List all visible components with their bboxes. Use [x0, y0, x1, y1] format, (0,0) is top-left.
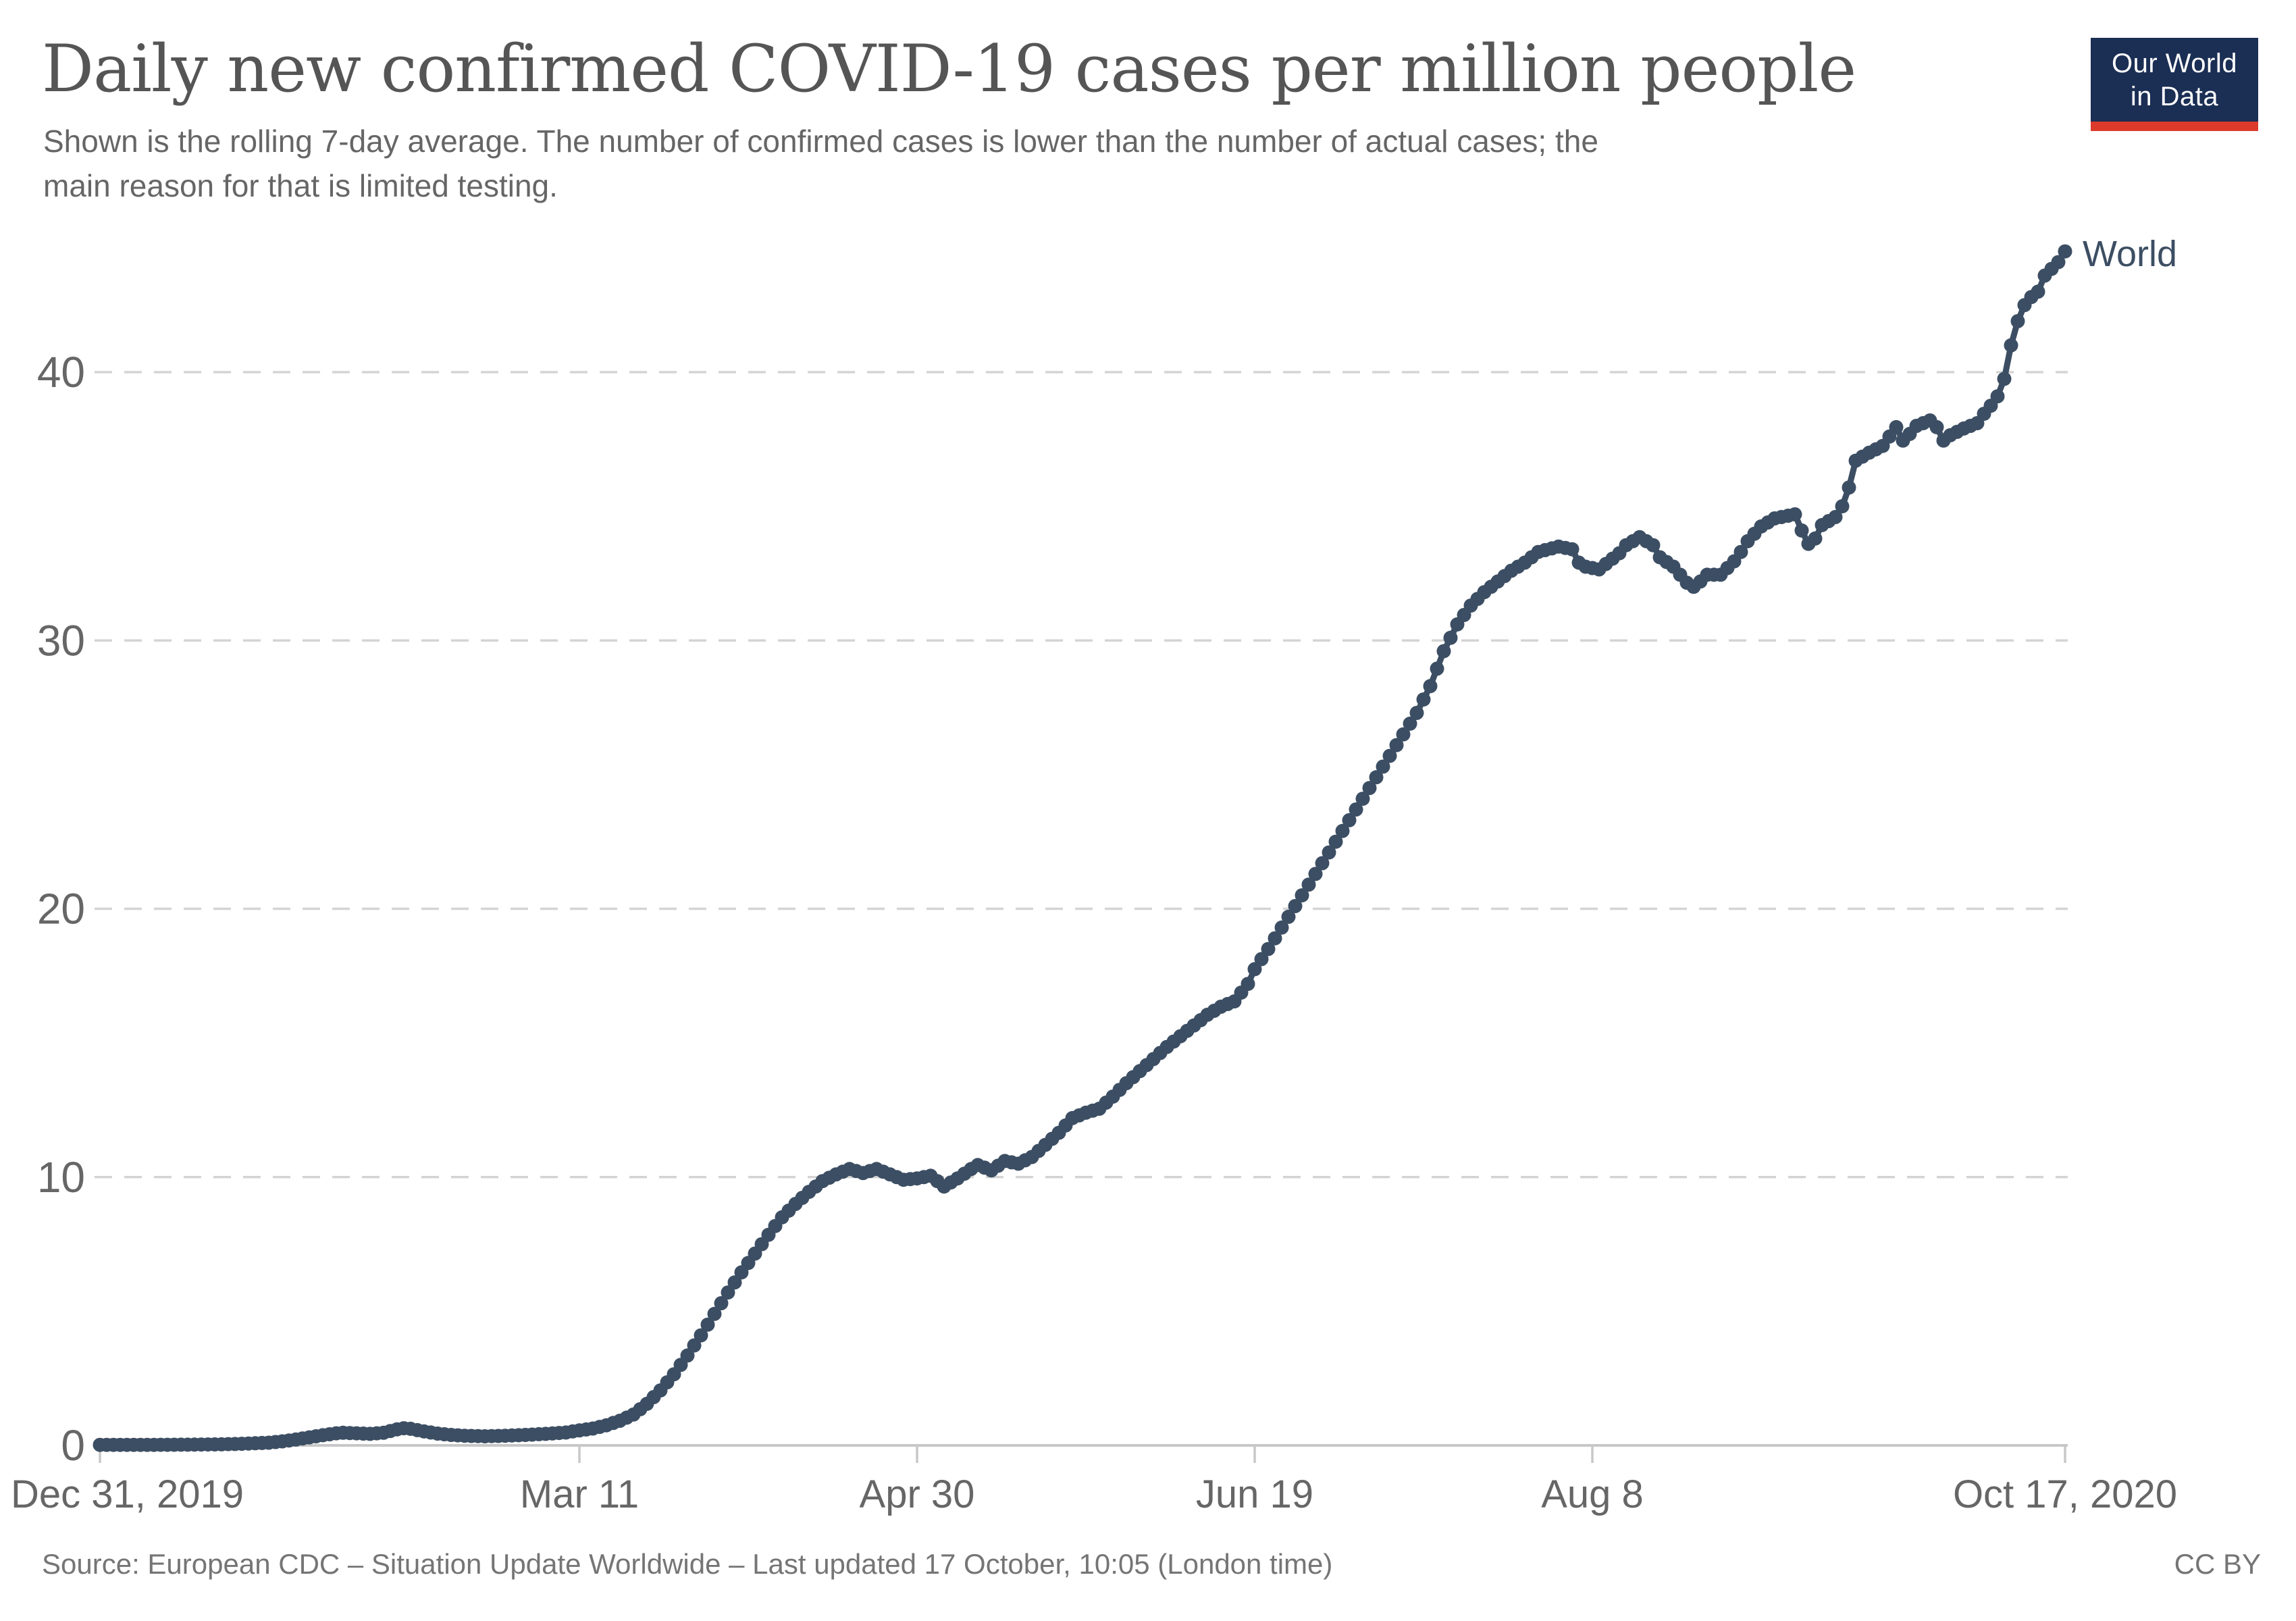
x-tick-label: Aug 8 [1541, 1472, 1644, 1516]
chart-plot-area[interactable]: 0 10 20 30 40 Dec 31, 2019 Mar 11 Apr 30 Jun 19 A… [0, 0, 2296, 1540]
data-point [1389, 738, 1404, 752]
data-point [1436, 644, 1451, 659]
data-point [1416, 692, 1431, 707]
data-point [2010, 314, 2025, 328]
data-point [1281, 909, 1296, 924]
x-axis [95, 1444, 2068, 1463]
data-point [1646, 538, 1661, 552]
data-point [1315, 856, 1330, 871]
data-point [1335, 823, 1350, 838]
data-point [1295, 888, 1309, 903]
data-point [1997, 371, 2012, 386]
data-point [1423, 679, 1438, 694]
data-point [1268, 931, 1282, 946]
data-point [1241, 977, 1255, 992]
data-point [1301, 877, 1316, 892]
data-point [1369, 770, 1384, 785]
owid-logo-line-2: in Data [2130, 82, 2219, 111]
data-point [1382, 748, 1397, 763]
data-point [2004, 338, 2018, 353]
data-point [1308, 867, 1323, 881]
chart-subtitle: Shown is the rolling 7-day average. The … [43, 119, 1598, 208]
data-point [1842, 480, 1856, 495]
data-point [1376, 759, 1390, 774]
data-point [1362, 781, 1377, 796]
data-point [1808, 531, 1823, 546]
data-point [1355, 792, 1370, 806]
data-point [1565, 542, 1580, 557]
data-point [1733, 544, 1748, 559]
license-badge[interactable]: CC BY [2174, 1548, 2261, 1580]
source-note: Source: European CDC – Situation Update … [42, 1548, 1333, 1580]
owid-logo-text: Our World in Data [2091, 38, 2258, 122]
subtitle-line-2: main reason for that is limited testing. [43, 168, 558, 203]
data-point [727, 1275, 742, 1290]
gridlines [95, 371, 2068, 1179]
data-point [1788, 507, 1802, 521]
data-point [1261, 942, 1276, 956]
data-point [1288, 899, 1303, 913]
owid-logo[interactable]: Our World in Data [2091, 38, 2258, 131]
series-label-world: World [2083, 234, 2177, 274]
data-point [1889, 419, 1904, 434]
data-point [1828, 510, 1843, 524]
data-point [1342, 813, 1357, 827]
x-tick-label: Mar 11 [520, 1472, 639, 1516]
data-point [1322, 845, 1336, 860]
data-point [1430, 661, 1444, 676]
data-point [700, 1317, 715, 1332]
y-tick-label-20: 20 [37, 885, 85, 933]
data-point [2058, 244, 2072, 259]
data-point [1396, 727, 1411, 742]
data-point [1254, 952, 1269, 967]
data-point [1274, 920, 1289, 935]
data-point [680, 1348, 695, 1363]
subtitle-line-1: Shown is the rolling 7-day average. The … [43, 124, 1598, 159]
y-tick-label-30: 30 [37, 616, 85, 665]
data-point [694, 1328, 708, 1343]
data-point [1349, 802, 1363, 817]
data-point [2031, 284, 2045, 299]
axis-labels: 0 10 20 30 40 Dec 31, 2019 Mar 11 Apr 30 Jun 19 A… [11, 348, 2177, 1516]
data-point [1835, 499, 1850, 514]
data-point [1247, 962, 1262, 977]
y-tick-label-0: 0 [61, 1421, 85, 1470]
x-tick-label: Dec 31, 2019 [11, 1472, 244, 1516]
owid-logo-red-bar [2091, 122, 2258, 131]
x-tick-label: Oct 17, 2020 [1953, 1472, 2177, 1516]
world-line-path [97, 248, 2068, 1448]
data-point [1328, 834, 1343, 849]
data-point [1403, 716, 1417, 731]
chart-title: Daily new confirmed COVID-19 cases per m… [42, 31, 1856, 107]
x-tick-label: Jun 19 [1196, 1472, 1313, 1516]
data-point [1409, 706, 1424, 720]
x-tick-label: Apr 30 [860, 1472, 975, 1516]
data-point [1794, 523, 1809, 538]
y-tick-label-40: 40 [37, 348, 85, 396]
data-point [721, 1285, 735, 1300]
data-point [2051, 255, 2066, 269]
data-point [1929, 419, 1944, 434]
data-point [1990, 389, 2005, 404]
owid-logo-line-1: Our World [2111, 49, 2238, 78]
world-series-line[interactable] [93, 244, 2072, 1452]
data-point [707, 1306, 722, 1321]
data-point [687, 1338, 702, 1353]
data-point [714, 1296, 729, 1310]
y-tick-label-10: 10 [37, 1153, 85, 1202]
data-point [1443, 630, 1458, 645]
